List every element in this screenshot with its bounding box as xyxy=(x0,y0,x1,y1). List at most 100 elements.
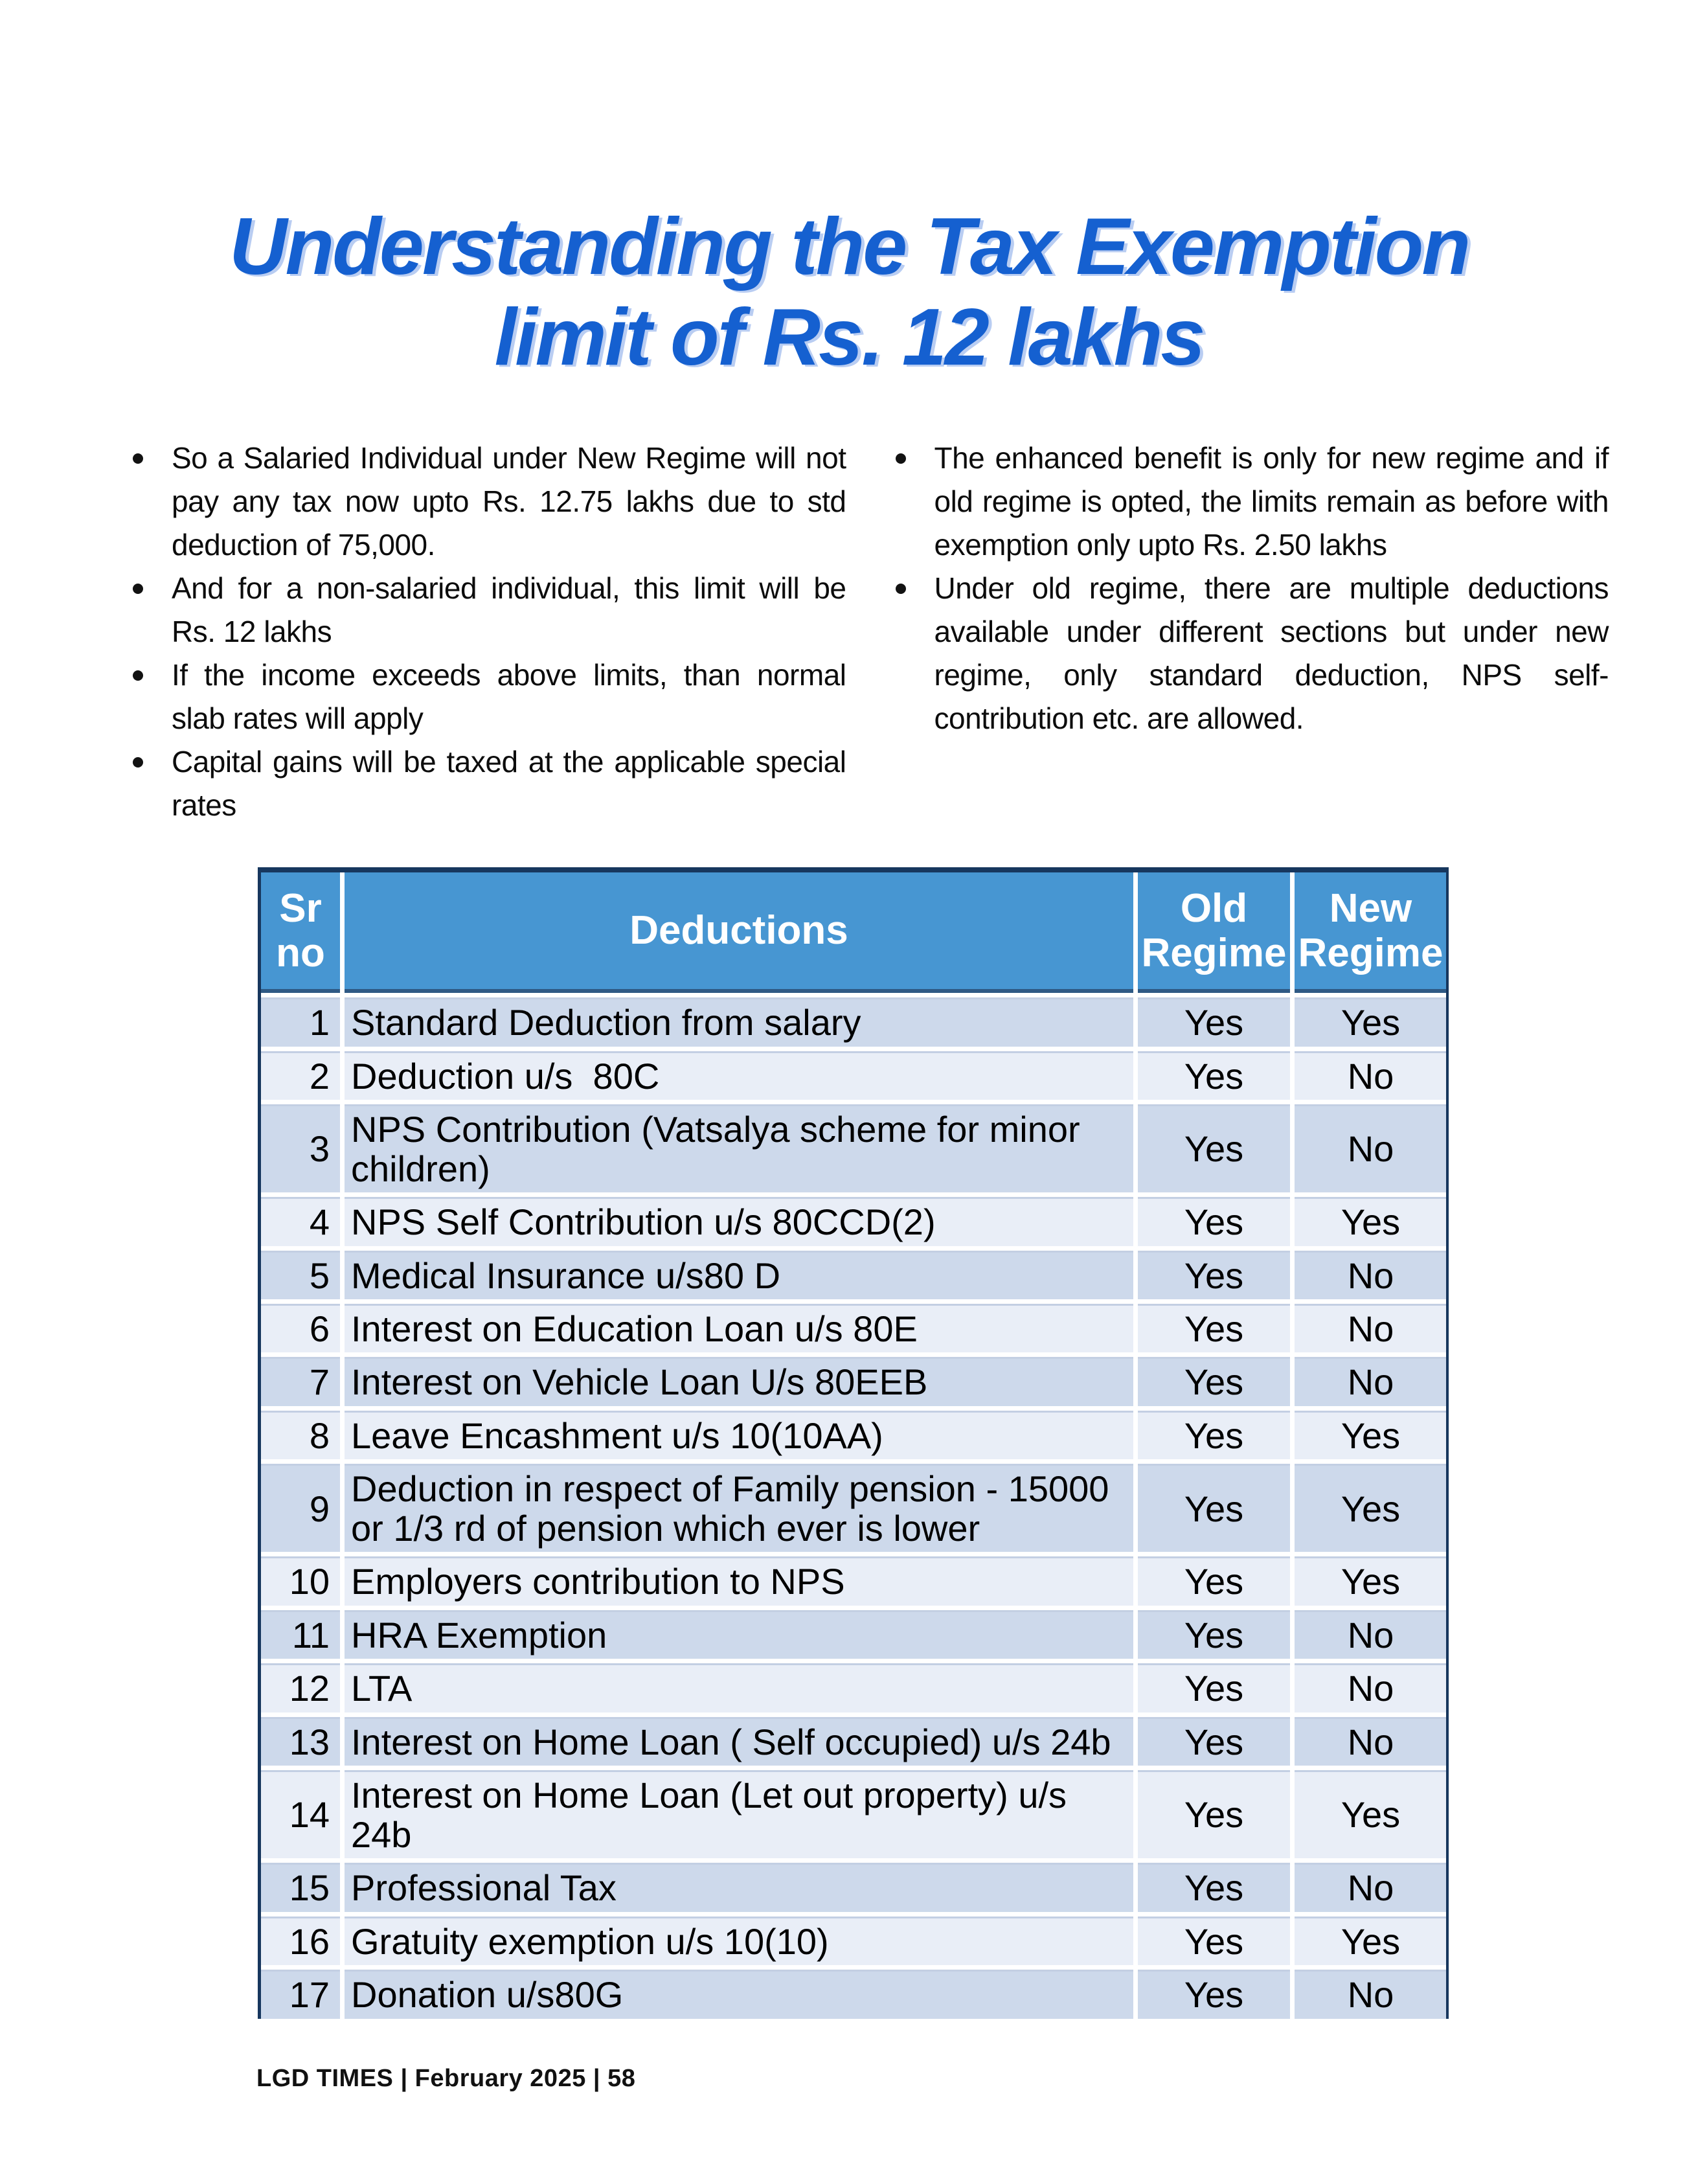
bullet-item: And for a non-salaried individual, this … xyxy=(133,567,846,654)
cell-old-regime: Yes xyxy=(1138,997,1290,1047)
bullet-item: So a Salaried Individual under New Regim… xyxy=(133,437,846,567)
cell-new-regime: No xyxy=(1295,1303,1446,1353)
cell-new-regime: Yes xyxy=(1295,1464,1446,1553)
cell-new-regime: No xyxy=(1295,1863,1446,1912)
cell-old-regime: Yes xyxy=(1138,1197,1290,1246)
cell-old-regime: Yes xyxy=(1138,1970,1290,2019)
table-row: 9 Deduction in respect of Family pension… xyxy=(261,1464,1446,1553)
cell-new-regime: No xyxy=(1295,1610,1446,1659)
cell-deduction: Gratuity exemption u/s 10(10) xyxy=(345,1916,1133,1966)
table-row: 1 Standard Deduction from salary Yes Yes xyxy=(261,997,1446,1047)
bullet-column-right: The enhanced benefit is only for new reg… xyxy=(895,437,1609,827)
cell-deduction: Medical Insurance u/s80 D xyxy=(345,1250,1133,1299)
page-title-line1: Understanding the Tax Exemption xyxy=(229,202,1471,292)
bullet-item: Capital gains will be taxed at the appli… xyxy=(133,740,846,827)
cell-new-regime: No xyxy=(1295,1716,1446,1766)
cell-deduction: Interest on Vehicle Loan U/s 80EEB xyxy=(345,1357,1133,1406)
deductions-table-wrapper: Sr no Deductions Old Regime New Regime 1… xyxy=(258,867,1449,2019)
bullet-text: So a Salaried Individual under New Regim… xyxy=(172,441,846,562)
bullet-column-left: So a Salaried Individual under New Regim… xyxy=(133,437,846,827)
table-header-row: Sr no Deductions Old Regime New Regime xyxy=(261,872,1446,994)
cell-old-regime: Yes xyxy=(1138,1556,1290,1606)
cell-new-regime: No xyxy=(1295,1663,1446,1712)
cell-new-regime: No xyxy=(1295,1051,1446,1100)
cell-old-regime: Yes xyxy=(1138,1610,1290,1659)
bullet-dot-icon xyxy=(895,584,906,595)
column-header-sr-no: Sr no xyxy=(261,872,340,994)
table-row: 7 Interest on Vehicle Loan U/s 80EEB Yes… xyxy=(261,1357,1446,1406)
table-row: 5 Medical Insurance u/s80 D Yes No xyxy=(261,1250,1446,1299)
bullet-dot-icon xyxy=(133,453,143,464)
cell-sr-no: 6 xyxy=(261,1303,340,1353)
cell-old-regime: Yes xyxy=(1138,1051,1290,1100)
cell-deduction: Deduction u/s 80C xyxy=(345,1051,1133,1100)
cell-sr-no: 11 xyxy=(261,1610,340,1659)
bullet-item: The enhanced benefit is only for new reg… xyxy=(895,437,1609,567)
cell-new-regime: No xyxy=(1295,1357,1446,1406)
cell-new-regime: No xyxy=(1295,1250,1446,1299)
cell-sr-no: 4 xyxy=(261,1197,340,1246)
bullet-dot-icon xyxy=(895,453,906,464)
column-header-new-regime: New Regime xyxy=(1295,872,1446,994)
bullet-text: Under old regime, there are multiple ded… xyxy=(934,571,1609,736)
bullet-dot-icon xyxy=(133,757,143,768)
cell-deduction: Interest on Education Loan u/s 80E xyxy=(345,1303,1133,1353)
cell-sr-no: 9 xyxy=(261,1464,340,1553)
cell-old-regime: Yes xyxy=(1138,1303,1290,1353)
cell-deduction: NPS Self Contribution u/s 80CCD(2) xyxy=(345,1197,1133,1246)
table-row: 15 Professional Tax Yes No xyxy=(261,1863,1446,1912)
table-row: 8 Leave Encashment u/s 10(10AA) Yes Yes xyxy=(261,1410,1446,1460)
bullet-dot-icon xyxy=(133,584,143,595)
deductions-table: Sr no Deductions Old Regime New Regime 1… xyxy=(261,872,1446,2019)
cell-new-regime: Yes xyxy=(1295,1410,1446,1460)
bullet-text: If the income exceeds above limits, than… xyxy=(172,658,846,736)
cell-deduction: Professional Tax xyxy=(345,1863,1133,1912)
cell-old-regime: Yes xyxy=(1138,1464,1290,1553)
table-row: 11 HRA Exemption Yes No xyxy=(261,1610,1446,1659)
page-title: Understanding the Tax Exemption limit of… xyxy=(0,54,1698,383)
cell-new-regime: Yes xyxy=(1295,1770,1446,1859)
cell-deduction: HRA Exemption xyxy=(345,1610,1133,1659)
bullet-item: If the income exceeds above limits, than… xyxy=(133,654,846,740)
cell-old-regime: Yes xyxy=(1138,1410,1290,1460)
cell-sr-no: 12 xyxy=(261,1663,340,1712)
cell-deduction: NPS Contribution (Vatsalya scheme for mi… xyxy=(345,1104,1133,1193)
cell-deduction: Interest on Home Loan ( Self occupied) u… xyxy=(345,1716,1133,1766)
cell-old-regime: Yes xyxy=(1138,1770,1290,1859)
bullet-dot-icon xyxy=(133,670,143,681)
cell-new-regime: No xyxy=(1295,1104,1446,1193)
cell-deduction: Employers contribution to NPS xyxy=(345,1556,1133,1606)
cell-sr-no: 15 xyxy=(261,1863,340,1912)
bullet-item: Under old regime, there are multiple ded… xyxy=(895,567,1609,740)
cell-old-regime: Yes xyxy=(1138,1104,1290,1193)
cell-old-regime: Yes xyxy=(1138,1357,1290,1406)
cell-sr-no: 7 xyxy=(261,1357,340,1406)
bullet-text: And for a non-salaried individual, this … xyxy=(172,571,846,649)
cell-sr-no: 17 xyxy=(261,1970,340,2019)
bullet-section: So a Salaried Individual under New Regim… xyxy=(133,437,1609,827)
cell-old-regime: Yes xyxy=(1138,1716,1290,1766)
cell-sr-no: 13 xyxy=(261,1716,340,1766)
table-row: 10 Employers contribution to NPS Yes Yes xyxy=(261,1556,1446,1606)
cell-sr-no: 8 xyxy=(261,1410,340,1460)
table-row: 4 NPS Self Contribution u/s 80CCD(2) Yes… xyxy=(261,1197,1446,1246)
cell-old-regime: Yes xyxy=(1138,1663,1290,1712)
cell-sr-no: 5 xyxy=(261,1250,340,1299)
cell-old-regime: Yes xyxy=(1138,1250,1290,1299)
column-header-old-regime: Old Regime xyxy=(1138,872,1290,994)
cell-new-regime: No xyxy=(1295,1970,1446,2019)
table-row: 3 NPS Contribution (Vatsalya scheme for … xyxy=(261,1104,1446,1193)
table-row: 2 Deduction u/s 80C Yes No xyxy=(261,1051,1446,1100)
cell-sr-no: 10 xyxy=(261,1556,340,1606)
cell-sr-no: 2 xyxy=(261,1051,340,1100)
table-row: 13 Interest on Home Loan ( Self occupied… xyxy=(261,1716,1446,1766)
cell-old-regime: Yes xyxy=(1138,1863,1290,1912)
cell-sr-no: 14 xyxy=(261,1770,340,1859)
table-row: 16 Gratuity exemption u/s 10(10) Yes Yes xyxy=(261,1916,1446,1966)
bullet-text: Capital gains will be taxed at the appli… xyxy=(172,745,846,823)
cell-deduction: LTA xyxy=(345,1663,1133,1712)
cell-deduction: Leave Encashment u/s 10(10AA) xyxy=(345,1410,1133,1460)
cell-new-regime: Yes xyxy=(1295,1556,1446,1606)
footer-text: LGD TIMES | February 2025 | 58 xyxy=(256,2065,636,2092)
